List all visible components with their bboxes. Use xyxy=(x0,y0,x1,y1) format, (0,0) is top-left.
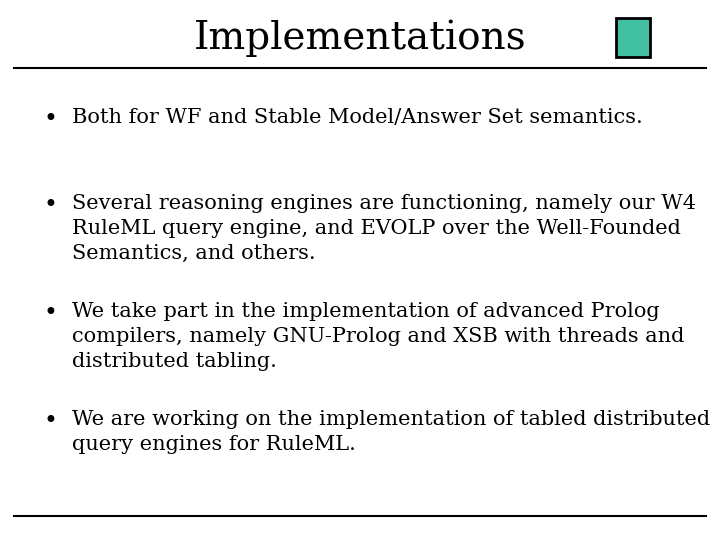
Text: Several reasoning engines are functioning, namely our W4
RuleML query engine, an: Several reasoning engines are functionin… xyxy=(72,194,696,264)
Text: We are working on the implementation of tabled distributed
query engines for Rul: We are working on the implementation of … xyxy=(72,410,710,454)
Text: •: • xyxy=(43,410,58,434)
Text: We take part in the implementation of advanced Prolog
compilers, namely GNU-Prol: We take part in the implementation of ad… xyxy=(72,302,685,372)
Text: •: • xyxy=(43,302,58,326)
Text: Implementations: Implementations xyxy=(194,19,526,57)
Text: •: • xyxy=(43,108,58,131)
Text: •: • xyxy=(43,194,58,218)
FancyBboxPatch shape xyxy=(616,18,650,57)
Text: Both for WF and Stable Model/Answer Set semantics.: Both for WF and Stable Model/Answer Set … xyxy=(72,108,643,127)
